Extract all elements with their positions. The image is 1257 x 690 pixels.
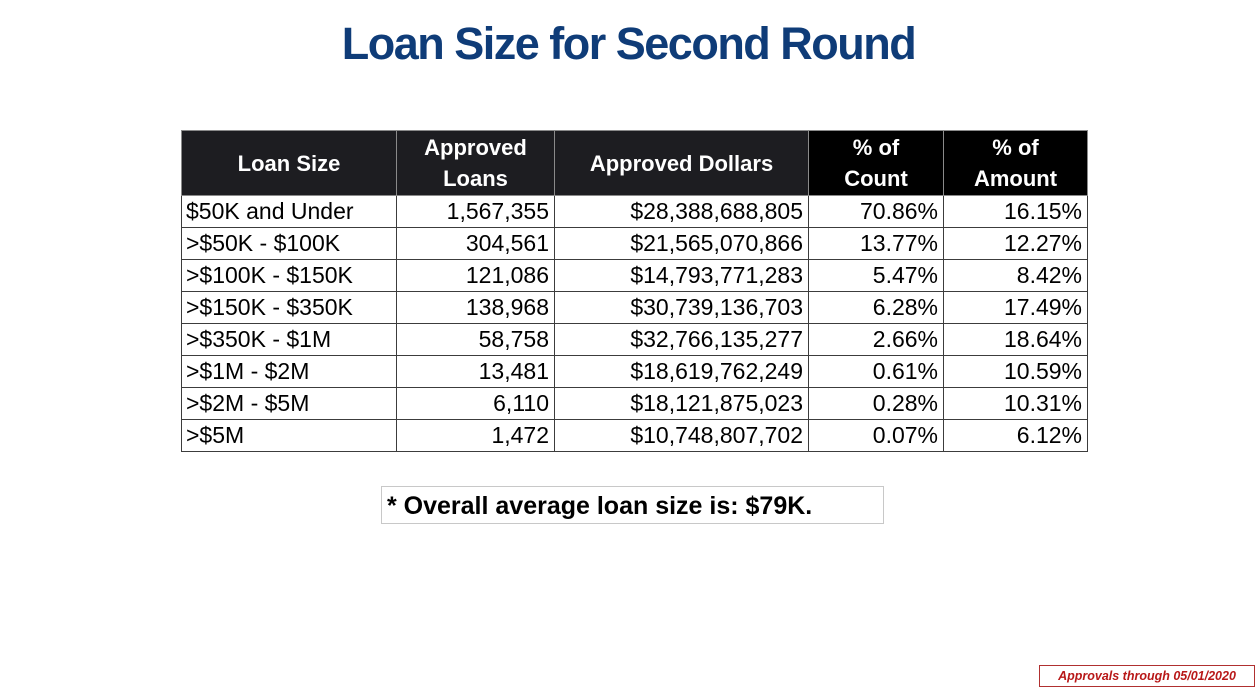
header-loan-size: Loan Size bbox=[181, 130, 397, 196]
table-row: >$5M 1,472 $10,748,807,702 0.07% 6.12% bbox=[181, 419, 1088, 452]
cell-pct-count: 2.66% bbox=[808, 323, 944, 356]
cell-loan-size: >$100K - $150K bbox=[181, 259, 397, 292]
cell-loan-size: >$2M - $5M bbox=[181, 387, 397, 420]
table-row: >$100K - $150K 121,086 $14,793,771,283 5… bbox=[181, 259, 1088, 292]
cell-approved-loans: 13,481 bbox=[396, 355, 555, 388]
table-header-row: Loan Size Approved Loans Approved Dollars… bbox=[181, 130, 1088, 196]
cell-pct-amount: 16.15% bbox=[943, 195, 1088, 228]
cell-approved-loans: 58,758 bbox=[396, 323, 555, 356]
cell-approved-loans: 121,086 bbox=[396, 259, 555, 292]
cell-approved-dollars: $32,766,135,277 bbox=[554, 323, 809, 356]
cell-pct-amount: 10.59% bbox=[943, 355, 1088, 388]
cell-pct-amount: 8.42% bbox=[943, 259, 1088, 292]
cell-pct-count: 0.28% bbox=[808, 387, 944, 420]
approvals-date-footnote: Approvals through 05/01/2020 bbox=[1039, 665, 1255, 687]
slide-title: Loan Size for Second Round bbox=[341, 18, 917, 69]
cell-approved-loans: 304,561 bbox=[396, 227, 555, 260]
header-pct-amount: % of Amount bbox=[943, 130, 1088, 196]
table-row: >$150K - $350K 138,968 $30,739,136,703 6… bbox=[181, 291, 1088, 324]
cell-pct-amount: 17.49% bbox=[943, 291, 1088, 324]
cell-loan-size: >$150K - $350K bbox=[181, 291, 397, 324]
cell-approved-loans: 6,110 bbox=[396, 387, 555, 420]
table-row: >$2M - $5M 6,110 $18,121,875,023 0.28% 1… bbox=[181, 387, 1088, 420]
cell-approved-dollars: $30,739,136,703 bbox=[554, 291, 809, 324]
table-row: $50K and Under 1,567,355 $28,388,688,805… bbox=[181, 195, 1088, 228]
cell-approved-loans: 1,567,355 bbox=[396, 195, 555, 228]
cell-approved-dollars: $28,388,688,805 bbox=[554, 195, 809, 228]
cell-pct-count: 70.86% bbox=[808, 195, 944, 228]
cell-approved-dollars: $14,793,771,283 bbox=[554, 259, 809, 292]
loan-size-table: Loan Size Approved Loans Approved Dollars… bbox=[181, 130, 1088, 452]
cell-pct-amount: 18.64% bbox=[943, 323, 1088, 356]
cell-approved-loans: 138,968 bbox=[396, 291, 555, 324]
cell-pct-count: 0.61% bbox=[808, 355, 944, 388]
cell-loan-size: >$5M bbox=[181, 419, 397, 452]
cell-approved-loans: 1,472 bbox=[396, 419, 555, 452]
cell-loan-size: >$350K - $1M bbox=[181, 323, 397, 356]
table-row: >$1M - $2M 13,481 $18,619,762,249 0.61% … bbox=[181, 355, 1088, 388]
cell-pct-amount: 6.12% bbox=[943, 419, 1088, 452]
average-loan-size-note: * Overall average loan size is: $79K. bbox=[381, 486, 884, 524]
cell-approved-dollars: $18,121,875,023 bbox=[554, 387, 809, 420]
cell-loan-size: $50K and Under bbox=[181, 195, 397, 228]
cell-approved-dollars: $10,748,807,702 bbox=[554, 419, 809, 452]
header-approved-dollars: Approved Dollars bbox=[554, 130, 809, 196]
cell-approved-dollars: $18,619,762,249 bbox=[554, 355, 809, 388]
cell-loan-size: >$1M - $2M bbox=[181, 355, 397, 388]
cell-pct-count: 6.28% bbox=[808, 291, 944, 324]
cell-approved-dollars: $21,565,070,866 bbox=[554, 227, 809, 260]
cell-pct-count: 0.07% bbox=[808, 419, 944, 452]
header-approved-loans: Approved Loans bbox=[396, 130, 555, 196]
table-row: >$350K - $1M 58,758 $32,766,135,277 2.66… bbox=[181, 323, 1088, 356]
header-pct-count: % of Count bbox=[808, 130, 944, 196]
cell-pct-amount: 12.27% bbox=[943, 227, 1088, 260]
cell-pct-amount: 10.31% bbox=[943, 387, 1088, 420]
cell-pct-count: 13.77% bbox=[808, 227, 944, 260]
cell-loan-size: >$50K - $100K bbox=[181, 227, 397, 260]
table-row: >$50K - $100K 304,561 $21,565,070,866 13… bbox=[181, 227, 1088, 260]
cell-pct-count: 5.47% bbox=[808, 259, 944, 292]
